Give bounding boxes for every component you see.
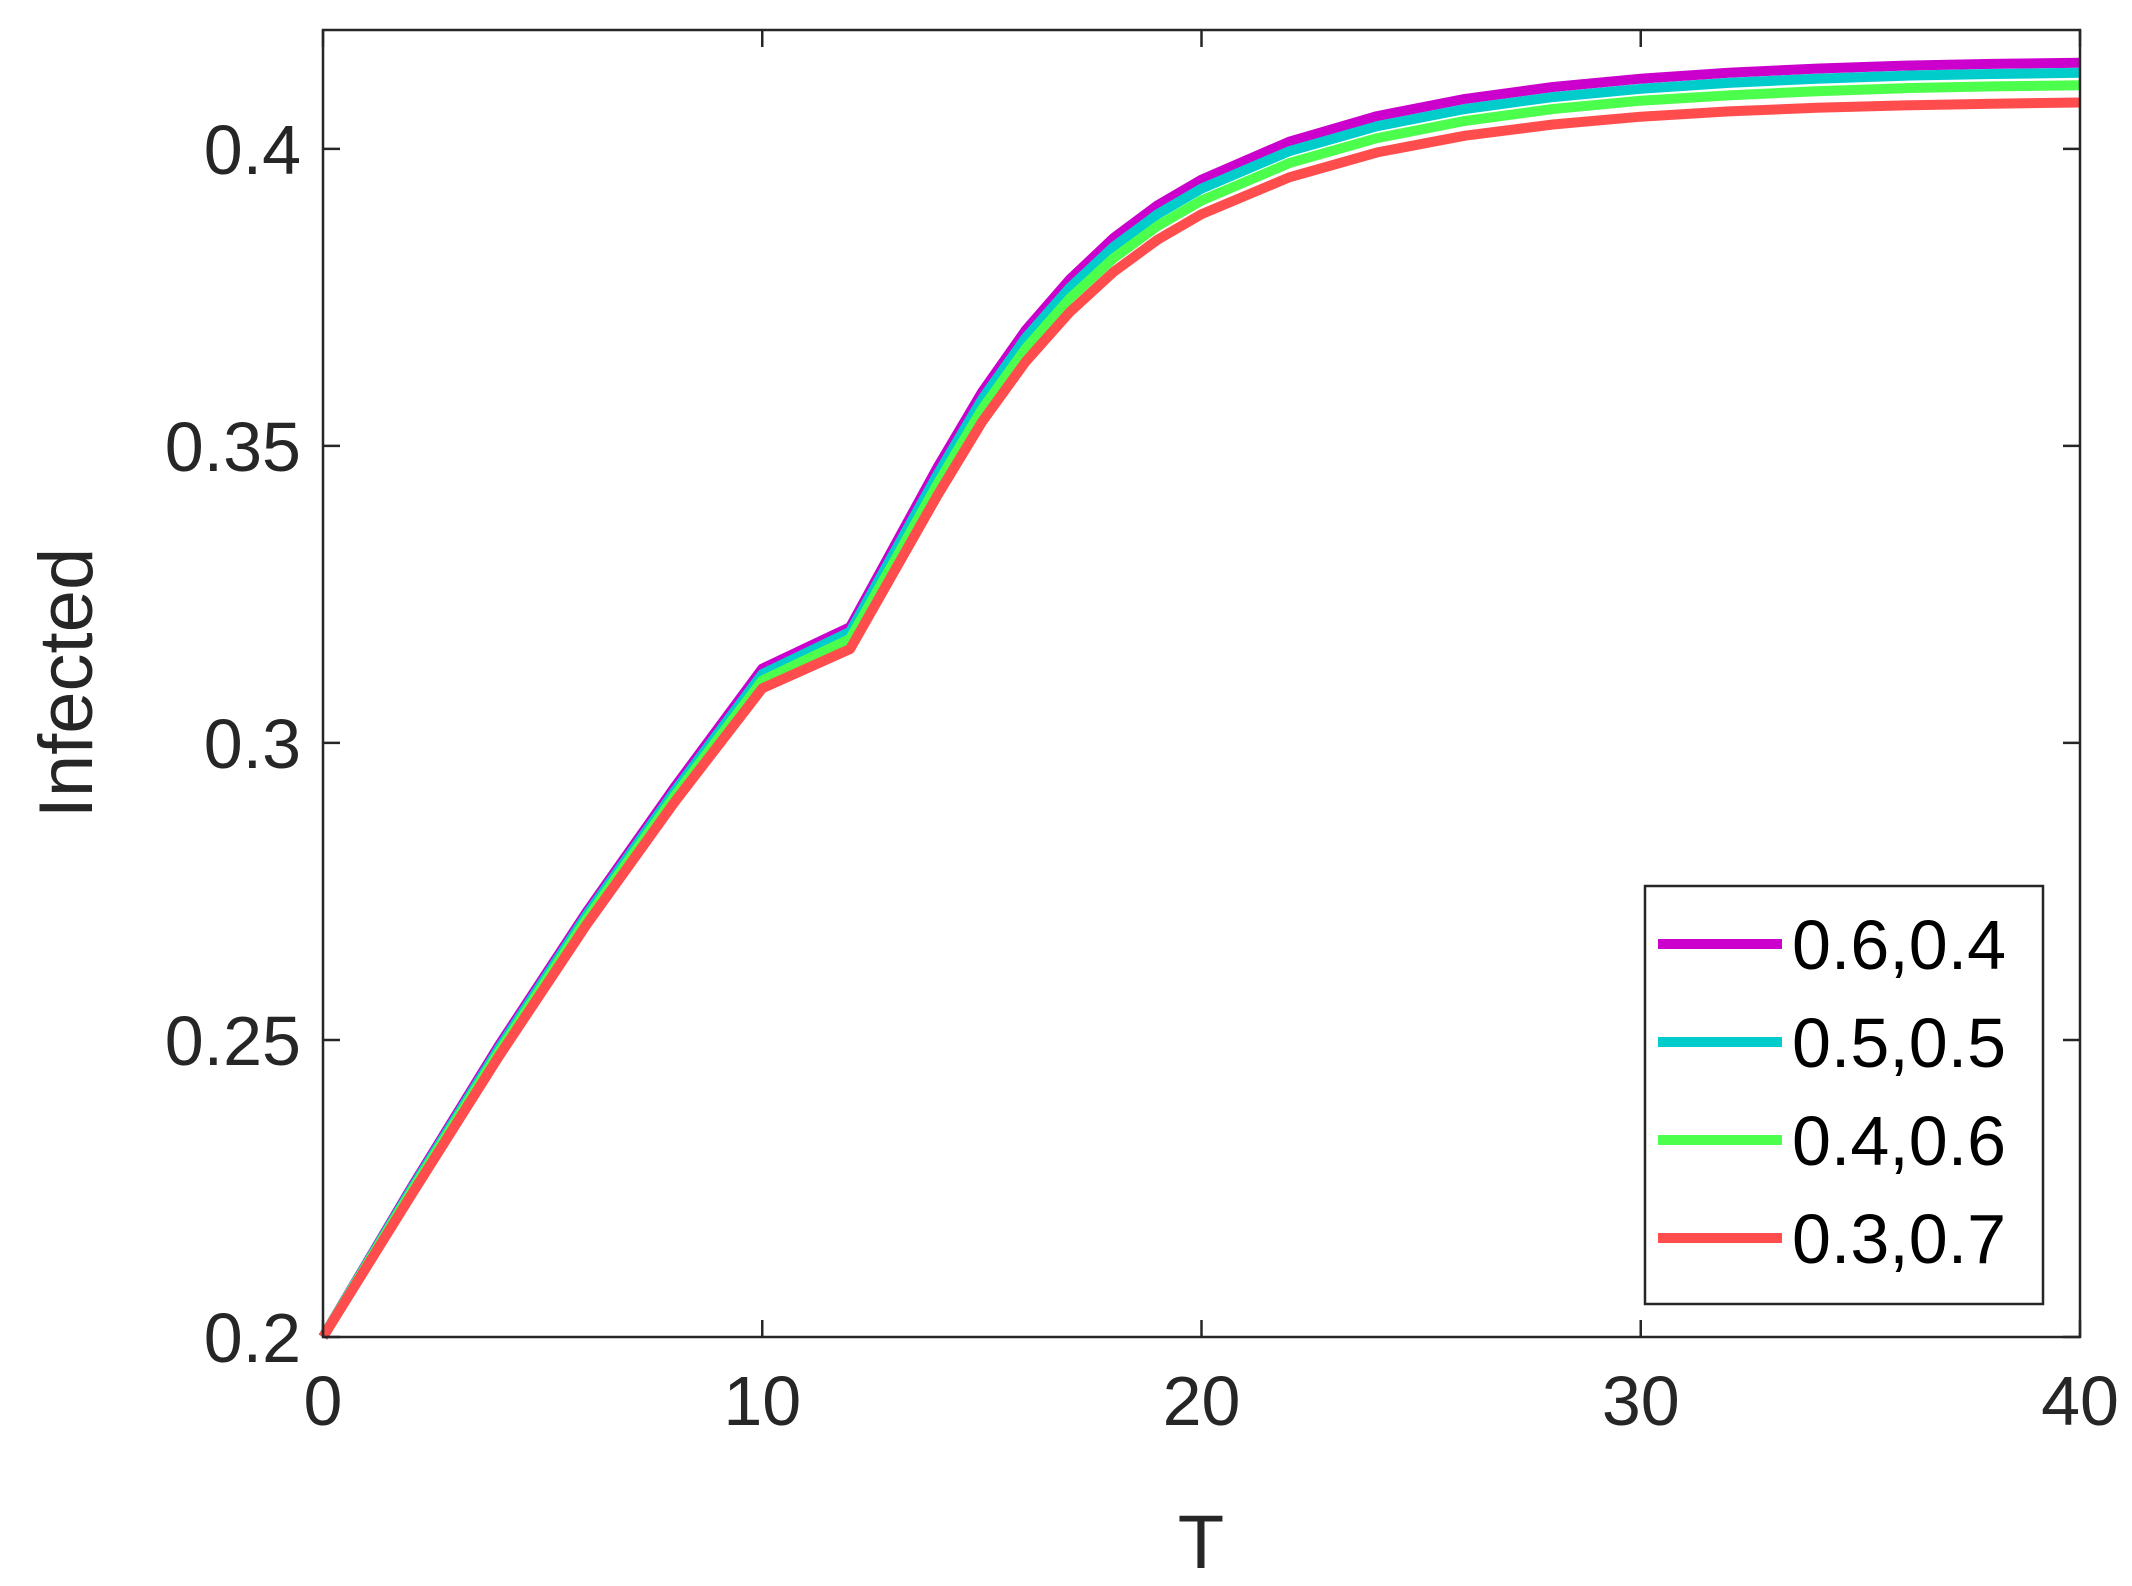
x-tick-label: 40	[2041, 1362, 2119, 1440]
y-tick-label: 0.3	[204, 705, 301, 783]
x-axis-label: T	[1178, 1500, 1224, 1585]
legend-label-3: 0.3,0.7	[1792, 1200, 2006, 1278]
y-tick-label: 0.35	[165, 408, 301, 486]
ticks-group: 0 10 20 30 40 0.2 0.25 0.3 0.35 0.4	[165, 30, 2119, 1440]
x-tick-label: 10	[723, 1362, 801, 1440]
series-line-3	[318, 97, 2081, 1340]
y-axis-label: Infected	[24, 548, 109, 818]
series-group	[318, 57, 2081, 1340]
y-tick-label: 0.25	[165, 1002, 301, 1080]
y-tick-label: 0.2	[204, 1299, 301, 1377]
x-tick-label: 20	[1163, 1362, 1241, 1440]
x-tick-label: 0	[304, 1362, 343, 1440]
legend-label-0: 0.6,0.4	[1792, 906, 2006, 984]
y-tick-label: 0.4	[204, 111, 301, 189]
legend: 0.6,0.4 0.5,0.5 0.4,0.6 0.3,0.7	[1643, 884, 2045, 1306]
legend-label-1: 0.5,0.5	[1792, 1004, 2006, 1082]
x-tick-label: 30	[1602, 1362, 1680, 1440]
legend-label-2: 0.4,0.6	[1792, 1102, 2006, 1180]
